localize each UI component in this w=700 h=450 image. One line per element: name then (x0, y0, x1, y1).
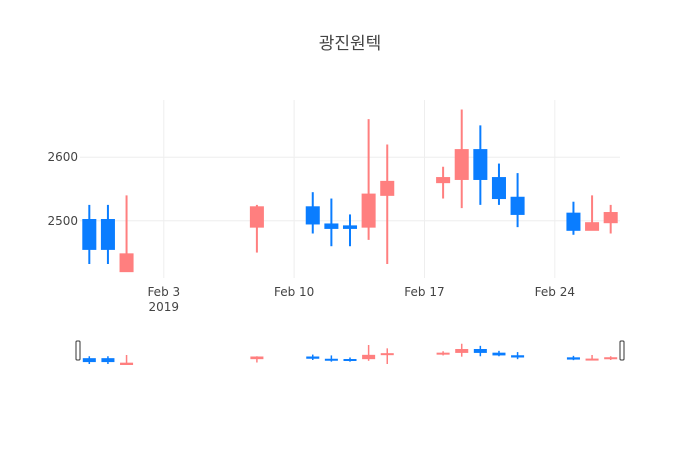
candle-increasing[interactable] (380, 144, 395, 265)
candle-body (324, 223, 339, 229)
candle-body (585, 222, 600, 231)
slider-candle (362, 345, 376, 361)
candle-increasing[interactable] (361, 119, 376, 240)
slider-candle (120, 355, 134, 365)
candle-body (436, 177, 451, 184)
slider-candle-body (101, 358, 115, 363)
range-slider-right-handle[interactable] (619, 340, 625, 361)
slider-candle (585, 355, 599, 361)
candle-body (361, 193, 376, 228)
slider-candle-body (585, 358, 599, 361)
candle-body (491, 177, 506, 200)
candle-body (100, 219, 115, 250)
slider-candle (473, 345, 487, 357)
x-tick-label: Feb 24 (535, 285, 575, 299)
slider-candle-body (120, 362, 134, 365)
slider-candle (324, 355, 338, 362)
slider-candle-body (511, 355, 525, 358)
candle-increasing[interactable] (249, 204, 264, 253)
candle-decreasing[interactable] (305, 192, 320, 234)
range-slider[interactable] (75, 340, 625, 365)
candle-decreasing[interactable] (510, 173, 525, 228)
candle-increasing[interactable] (603, 204, 618, 234)
slider-candle (455, 343, 469, 357)
candle-body (510, 196, 525, 215)
candle-body (473, 149, 488, 180)
slider-candle-body (324, 358, 338, 361)
candle-layer (82, 109, 618, 273)
slider-candle (306, 354, 320, 360)
slider-candle-body (604, 357, 618, 360)
slider-candle-body (455, 349, 469, 353)
x-tick-label: Feb 10 (274, 285, 314, 299)
y-tick-label: 2500 (47, 214, 78, 228)
candle-increasing[interactable] (585, 195, 600, 231)
candle-decreasing[interactable] (82, 204, 97, 265)
slider-candle (604, 356, 618, 360)
candle-increasing[interactable] (119, 195, 134, 273)
x-tick-year-label: 2019 (149, 300, 180, 314)
candle-body (305, 206, 320, 225)
candle-increasing[interactable] (454, 109, 469, 209)
slider-candle-body (343, 359, 357, 361)
slider-candle-body (492, 352, 506, 356)
y-tick-label: 2600 (47, 150, 78, 164)
slider-candle (250, 356, 264, 363)
candle-body (380, 180, 395, 196)
slider-candle-body (436, 352, 450, 355)
candle-body (566, 212, 581, 231)
candle-body (342, 225, 358, 229)
candle-body (454, 149, 469, 180)
candle-decreasing[interactable] (491, 163, 506, 205)
slider-candle (82, 356, 96, 364)
slider-candle-body (473, 349, 487, 353)
candle-body (119, 253, 134, 273)
slider-candle (566, 355, 580, 361)
candle-decreasing[interactable] (566, 201, 581, 235)
candle-decreasing[interactable] (100, 204, 115, 265)
candle-body (249, 206, 264, 228)
chart-title: 광진원텍 (319, 34, 382, 54)
slider-candle (343, 357, 357, 362)
candle-body (603, 212, 618, 224)
range-slider-left-handle[interactable] (75, 340, 81, 361)
slider-candle (511, 352, 525, 360)
x-tick-label: Feb 17 (404, 285, 444, 299)
slider-candle (101, 356, 115, 364)
slider-candle (492, 350, 506, 357)
candle-decreasing[interactable] (473, 125, 488, 205)
slider-candle (436, 351, 450, 356)
candle-increasing[interactable] (436, 166, 451, 199)
slider-candle-body (306, 356, 320, 359)
candle-decreasing[interactable] (342, 214, 358, 247)
slider-candle-body (566, 357, 580, 360)
slider-candle-body (250, 356, 264, 360)
slider-candle-body (362, 354, 376, 360)
x-tick-label: Feb 3 (147, 285, 180, 299)
candle-decreasing[interactable] (324, 198, 339, 247)
slider-candle-body (82, 358, 96, 363)
slider-candle (380, 348, 394, 364)
slider-candle-body (380, 353, 394, 356)
candle-body (82, 219, 97, 250)
